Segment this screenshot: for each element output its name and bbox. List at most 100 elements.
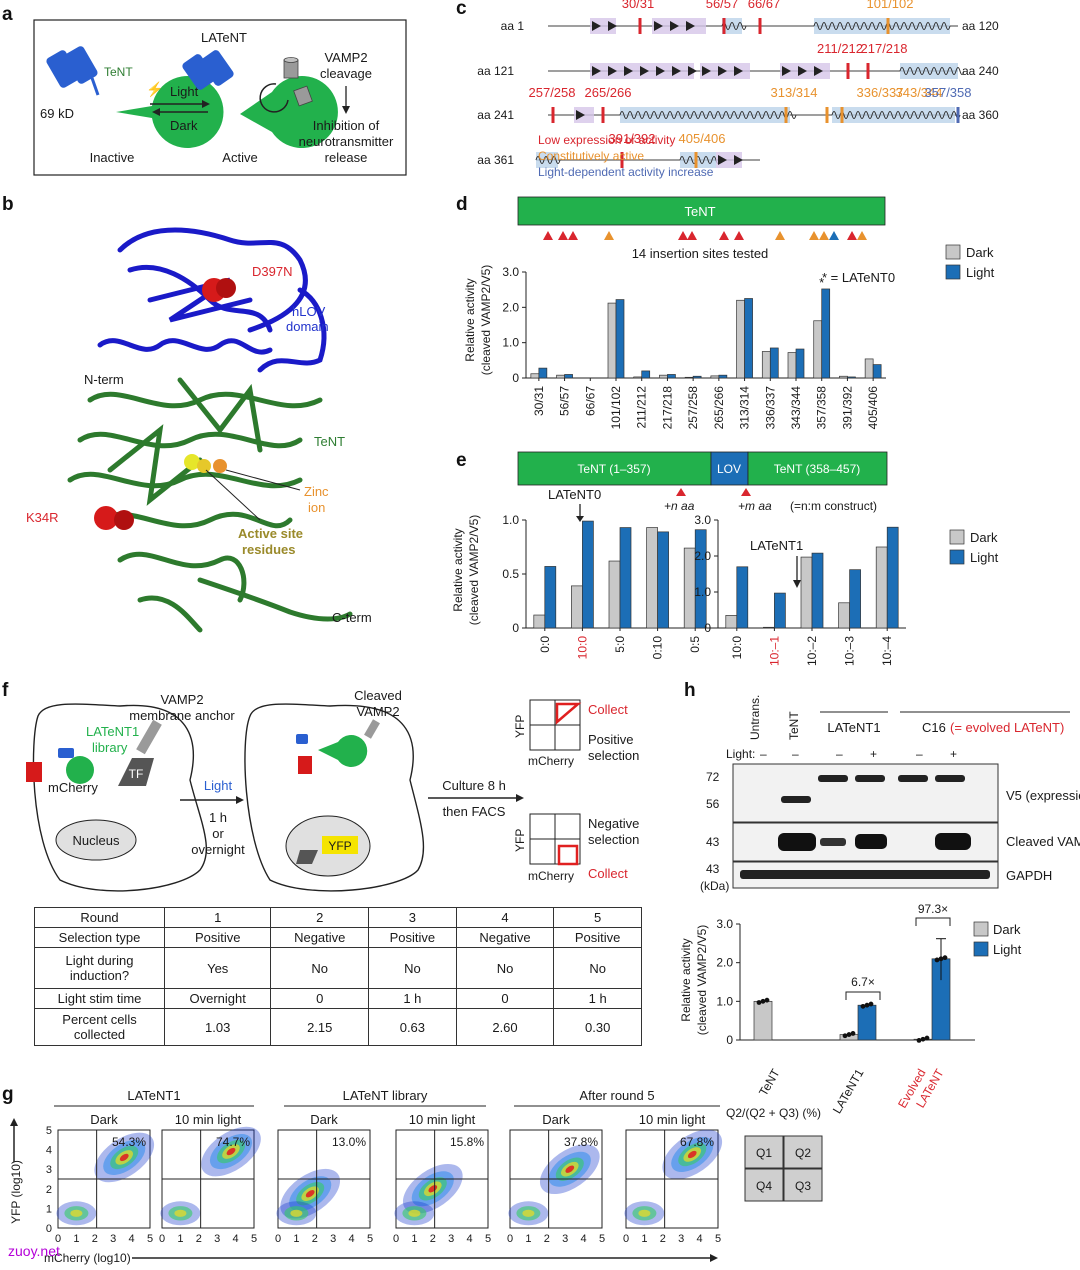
bar-dark [530,373,540,379]
insertion-triangle [809,231,819,240]
insertion-triangle [543,231,553,240]
quad-q4: Q4 [756,1179,772,1193]
insertion-site-tick [758,18,762,34]
zinc-ion [213,459,227,473]
y-tick-label: 0 [512,621,519,635]
x-tick-label: 5 [599,1233,605,1245]
table-cell: Round [34,907,165,928]
condition-label: 10 min light [175,1112,242,1127]
insertion-site-tick [825,107,829,123]
chart-e2: 0 1.0 2.0 3.0 10:0 10:–1 10:–2 10:–3 10:–4 [694,513,906,666]
x-tick-label: 5 [251,1233,257,1245]
table-cell: 2 [270,907,370,928]
helix-region [680,152,716,168]
tf-label: TF [129,767,144,781]
panel-h: Untrans. TeNT LATeNT1 C16 (= evolved LAT… [679,695,1080,1116]
x-tick-label: 0:5 [688,636,702,653]
table-cell: No [455,947,555,989]
bar-dark [736,299,745,379]
pos-yaxis: YFP [513,715,527,738]
bar-light [811,552,824,629]
lov-segment [710,451,749,486]
plus-n-label: +n aa [664,499,695,513]
condition-label: Dark [90,1112,118,1127]
table-cell: Positive [163,927,272,948]
bar-light [774,592,786,629]
bar-dark [533,614,546,629]
light-label-f: Light [204,778,233,793]
library-label-2: library [92,740,128,755]
y-tick-label: 0 [512,371,519,385]
legend-constitutive: Constitutively active [538,149,644,163]
strand-arrow [718,66,727,76]
insertion-site-label: 265/266 [585,85,632,100]
k34r-label: K34R [26,510,59,525]
panel-g-flow: LATeNT1 LATeNT library After round 5Dark54… [46,1088,723,1245]
chart-e1: 0 0.5 1.0 0:0 10:0 5:0 0:10 0:5 [502,513,714,659]
active-site-residues [184,454,200,470]
strand-arrow [686,21,695,31]
y-tick-label: 3.0 [716,917,733,931]
zinc-label-1: Zinc [304,484,329,499]
hlov-label-1: hLOV [292,304,326,319]
insertion-triangle [678,231,688,240]
density-blob [70,1209,83,1217]
x-tick-label: 2 [430,1233,436,1245]
bar-light [544,566,557,629]
bar-dark [875,546,888,629]
strand-arrow [654,21,663,31]
data-point [760,998,766,1004]
time-3: overnight [191,842,245,857]
insertion-site-tick [846,63,850,79]
x-tick-label: 5:0 [613,636,627,653]
percent-label: 37.8% [564,1135,598,1149]
helix [813,22,951,30]
mcherry-icon [26,762,42,782]
table-cell: 1.03 [163,1008,272,1046]
y-tick-label: 5 [46,1125,52,1137]
quad-q2: Q2 [795,1146,811,1160]
lane-c16: C16 [922,720,946,735]
table-cell: 1 h [368,988,457,1009]
vamp2-label: VAMP2 [324,50,367,65]
negative-label-2: selection [588,832,639,847]
latent1-annotation: LATeNT1 [750,538,803,553]
insertion-site-label: 56/57 [706,0,739,11]
bar-light [667,374,676,379]
x-tick-label: 0:0 [538,636,552,653]
bar-dark [608,560,621,629]
tent-construct-bar [517,196,886,226]
x-tick-label: 2 [312,1233,318,1245]
table-cell: Selection type [34,927,165,948]
legend-h-light-swatch [973,941,989,957]
g-xlabel: mCherry (log10) [44,1251,131,1265]
legend-e-dark-label: Dark [970,530,998,545]
bar-dark [725,615,738,629]
insertion-site-label: 405/406 [679,131,726,146]
helix-region [620,107,790,123]
light-label: Light [170,84,199,99]
quad-q3: Q3 [795,1179,811,1193]
insertion-site-tick [722,18,726,34]
table-cell: Yes [163,947,272,989]
table-cell: Light stim time [34,988,165,1009]
active-site-label-1: Active site [238,526,303,541]
insertion-triangle [719,231,729,240]
vamp-anchor-1: VAMP2 [160,692,203,707]
bar-light [857,1004,877,1041]
bar-dark [761,351,771,379]
percent-label: 54.3% [112,1135,146,1149]
positive-label-1: Positive [588,732,634,747]
bar-light [538,367,548,379]
light-row-6: + [950,747,957,761]
table-row: Light stim time Overnight 0 1 h 0 1 h [34,988,642,1009]
legend-e-dark-swatch [949,529,965,545]
bar-dark [646,527,658,629]
light-row-5: – [916,747,923,761]
chart-h-ylabel-1: Relative activity [679,938,693,1021]
tent-n-label: TeNT (1–357) [577,462,650,476]
strand-arrow [718,155,727,165]
bar-light [849,569,861,629]
bar-light [795,348,805,379]
x-tick-label: 5 [147,1233,153,1245]
